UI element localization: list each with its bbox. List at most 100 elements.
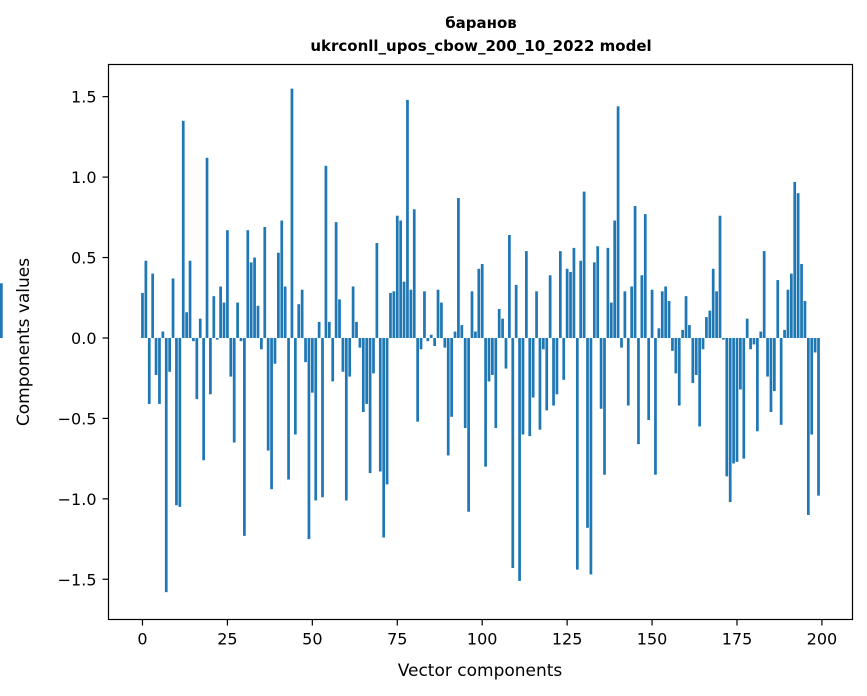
x-tick-label: 25 bbox=[217, 630, 237, 649]
bar bbox=[273, 337, 277, 364]
x-tick-label: 100 bbox=[467, 630, 498, 649]
y-tick-label: 1.0 bbox=[71, 168, 96, 187]
bar bbox=[541, 337, 545, 350]
bar bbox=[310, 337, 314, 393]
bar bbox=[504, 337, 508, 369]
bar bbox=[348, 337, 352, 377]
bar bbox=[728, 337, 732, 503]
bar bbox=[215, 337, 219, 340]
bar bbox=[423, 291, 426, 338]
bar bbox=[392, 291, 396, 338]
bar bbox=[572, 247, 576, 338]
bar bbox=[793, 181, 797, 338]
bar bbox=[494, 337, 498, 429]
bar bbox=[582, 191, 586, 338]
bar bbox=[806, 337, 810, 515]
bar bbox=[535, 291, 538, 338]
bar bbox=[538, 337, 542, 430]
bar bbox=[161, 331, 165, 338]
bar bbox=[300, 289, 304, 338]
bar bbox=[467, 337, 470, 512]
bar bbox=[443, 337, 447, 348]
bar bbox=[460, 325, 464, 338]
bar bbox=[742, 337, 746, 459]
bar bbox=[263, 226, 267, 338]
bar bbox=[606, 247, 610, 338]
bar bbox=[800, 263, 803, 338]
bar bbox=[688, 325, 691, 338]
bar bbox=[545, 337, 549, 411]
bar bbox=[338, 299, 341, 338]
bar bbox=[749, 337, 752, 350]
bar bbox=[236, 302, 239, 338]
bar bbox=[562, 337, 566, 380]
bar bbox=[260, 337, 263, 350]
bar bbox=[416, 337, 420, 422]
bar bbox=[667, 300, 671, 338]
y-tick-label: −1.5 bbox=[58, 570, 97, 589]
bar bbox=[528, 337, 532, 437]
bar bbox=[592, 262, 596, 338]
bar bbox=[480, 263, 484, 338]
bar bbox=[239, 337, 243, 342]
bar bbox=[188, 260, 192, 338]
bar bbox=[756, 337, 759, 432]
bar bbox=[501, 318, 504, 338]
bar bbox=[650, 289, 654, 338]
bar bbox=[409, 289, 413, 338]
bar bbox=[599, 337, 603, 409]
bar bbox=[385, 337, 389, 485]
bar bbox=[783, 329, 786, 338]
bar bbox=[474, 331, 477, 338]
x-axis-label: Vector components bbox=[398, 661, 563, 681]
bar bbox=[548, 275, 552, 338]
bar bbox=[725, 337, 729, 477]
bar bbox=[694, 337, 698, 375]
bar bbox=[321, 337, 324, 498]
bar bbox=[630, 286, 634, 338]
bar bbox=[246, 230, 250, 338]
bar bbox=[745, 318, 749, 338]
bar bbox=[779, 337, 783, 425]
bar bbox=[789, 273, 793, 338]
bar bbox=[141, 292, 144, 338]
bar bbox=[491, 337, 494, 375]
bar bbox=[620, 337, 623, 348]
bar bbox=[351, 286, 355, 338]
bar bbox=[226, 230, 229, 338]
x-tick-label: 50 bbox=[302, 630, 322, 649]
bar bbox=[243, 337, 246, 536]
bar bbox=[511, 337, 515, 569]
bar bbox=[232, 337, 236, 443]
bar bbox=[810, 337, 814, 435]
bar bbox=[395, 215, 399, 338]
bar bbox=[569, 272, 572, 338]
bar bbox=[426, 337, 430, 342]
y-tick-label: 1.5 bbox=[71, 88, 96, 107]
bar bbox=[457, 198, 460, 338]
y-tick-label: 0.5 bbox=[71, 249, 96, 268]
bar bbox=[773, 337, 776, 392]
bar bbox=[368, 337, 372, 474]
x-axis-ticks: 0 25 50 75 100 125 150 175 200 bbox=[137, 619, 837, 649]
bar bbox=[752, 337, 756, 345]
bar bbox=[518, 337, 521, 581]
bar bbox=[786, 289, 790, 338]
bar bbox=[317, 321, 321, 338]
bar bbox=[643, 214, 647, 338]
bar bbox=[198, 318, 202, 338]
bar bbox=[222, 302, 226, 338]
bar bbox=[681, 329, 684, 338]
bar bbox=[463, 337, 467, 429]
bar bbox=[487, 337, 491, 382]
bar bbox=[531, 337, 535, 398]
bar bbox=[647, 337, 651, 421]
bar bbox=[158, 337, 161, 404]
bar bbox=[674, 337, 678, 374]
bar bbox=[378, 337, 382, 472]
y-tick-label: 0.0 bbox=[71, 329, 96, 348]
bar bbox=[419, 337, 423, 350]
bar bbox=[399, 220, 403, 338]
bar bbox=[586, 337, 589, 528]
